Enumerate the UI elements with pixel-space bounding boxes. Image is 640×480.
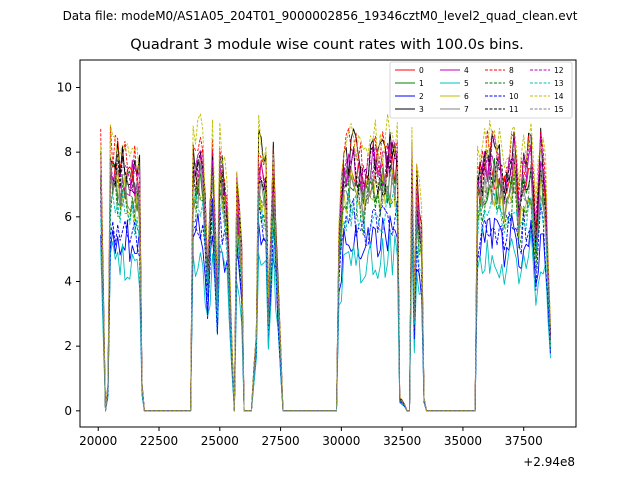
legend-label-6: 6 — [464, 92, 469, 101]
y-tick-label: 8 — [64, 145, 72, 159]
x-tick-label: 27500 — [261, 434, 299, 448]
x-axis-offset-label: +2.94e8 — [523, 455, 575, 469]
x-tick-label: 35000 — [444, 434, 482, 448]
x-tick-label: 30000 — [322, 434, 360, 448]
legend-label-8: 8 — [509, 66, 514, 75]
legend-label-11: 11 — [509, 105, 519, 114]
legend-label-1: 1 — [419, 79, 424, 88]
x-tick-label: 20000 — [79, 434, 117, 448]
chart-title: Quadrant 3 module wise count rates with … — [130, 37, 524, 53]
legend-label-4: 4 — [464, 66, 469, 75]
x-tick-label: 32500 — [383, 434, 421, 448]
y-tick-label: 2 — [64, 339, 72, 353]
legend-label-7: 7 — [464, 105, 469, 114]
plot-area: 20000 22500 25000 27500 30000 32500 35000 37500… — [57, 59, 577, 448]
legend-label-3: 3 — [419, 105, 424, 114]
legend-label-15: 15 — [554, 105, 564, 114]
series-line-15 — [100, 152, 551, 412]
x-tick-label: 22500 — [140, 434, 178, 448]
legend-label-10: 10 — [509, 92, 519, 101]
y-tick-label: 0 — [64, 404, 72, 418]
x-tick-label: 37500 — [505, 434, 543, 448]
legend-label-2: 2 — [419, 92, 424, 101]
y-tick-label: 4 — [64, 274, 72, 288]
y-tick-label: 10 — [57, 80, 72, 94]
legend-label-13: 13 — [554, 79, 564, 88]
x-tick-label: 25000 — [201, 434, 239, 448]
legend-label-0: 0 — [419, 66, 424, 75]
legend-label-5: 5 — [464, 79, 469, 88]
y-tick-label: 6 — [64, 210, 72, 224]
legend-label-12: 12 — [554, 66, 564, 75]
legend-label-14: 14 — [554, 92, 564, 101]
legend-label-9: 9 — [509, 79, 514, 88]
figure-suptitle: Data file: modeM0/AS1A05_204T01_90000028… — [63, 9, 578, 23]
legend-box — [389, 61, 573, 119]
plot-frame — [79, 59, 577, 428]
